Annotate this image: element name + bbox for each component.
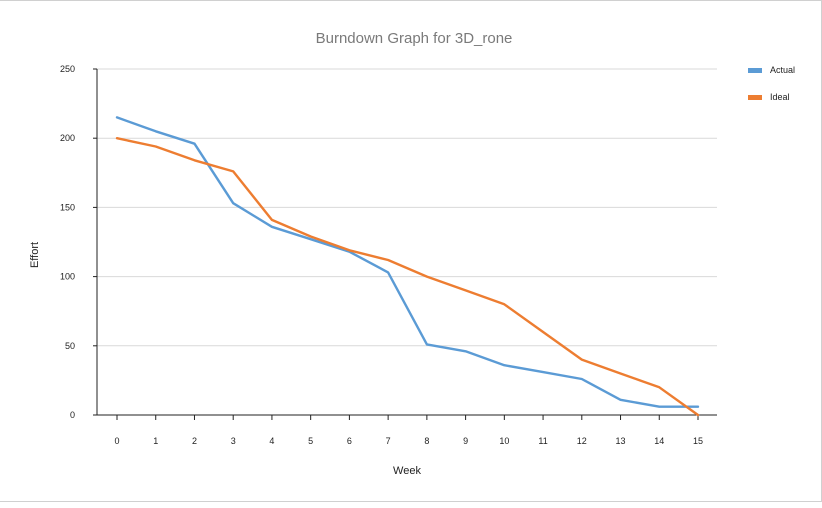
x-tick-label: 6 (347, 436, 352, 446)
legend-swatch-actual (748, 68, 762, 73)
x-tick-label: 2 (192, 436, 197, 446)
legend-label-ideal: Ideal (770, 92, 790, 102)
y-tick-label: 100 (60, 272, 75, 282)
x-tick-label: 13 (616, 436, 626, 446)
legend: Actual Ideal (748, 65, 795, 102)
x-tick-label: 14 (654, 436, 664, 446)
legend-swatch-ideal (748, 95, 762, 100)
legend-label-actual: Actual (770, 65, 795, 75)
chart-title: Burndown Graph for 3D_rone (316, 30, 513, 47)
x-tick-label: 4 (269, 436, 274, 446)
series-lines (115, 116, 700, 417)
series-line-actual (115, 116, 700, 408)
y-tick-label: 200 (60, 133, 75, 143)
x-axis-title: Week (393, 465, 421, 477)
x-tick-label: 11 (538, 436, 547, 446)
x-tick-label: 0 (114, 436, 119, 446)
x-tick-label: 7 (386, 436, 391, 446)
x-tick-label: 3 (231, 436, 236, 446)
y-tick-label: 0 (70, 410, 75, 420)
gridlines (97, 68, 717, 347)
x-tick-label: 9 (463, 436, 468, 446)
x-tick-label: 1 (153, 436, 158, 446)
y-axis-title: Effort (29, 242, 41, 268)
x-tick-label: 8 (424, 436, 429, 446)
x-tick-label: 5 (308, 436, 313, 446)
y-tick-label: 150 (60, 202, 75, 212)
axes (93, 68, 717, 420)
x-tick-label: 15 (693, 436, 703, 446)
x-tick-label: 10 (499, 436, 509, 446)
x-tick-label: 12 (577, 436, 587, 446)
series-line-ideal (115, 136, 700, 417)
y-tick-label: 250 (60, 64, 75, 74)
y-tick-label: 50 (65, 341, 75, 351)
